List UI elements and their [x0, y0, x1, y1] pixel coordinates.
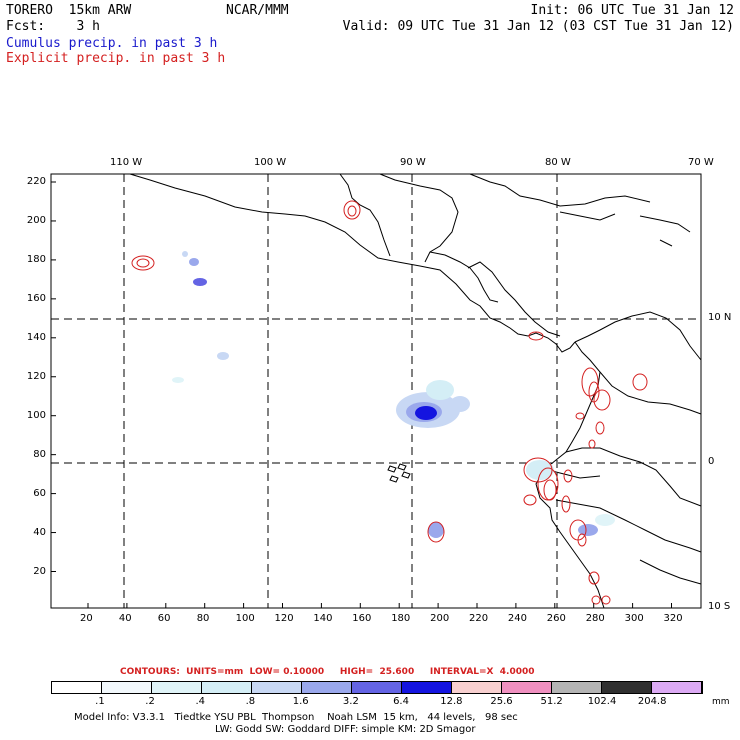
forecast-hour: Fcst: 3 h [6, 19, 100, 34]
colorbar-cell [452, 682, 502, 693]
colorbar-label: 12.8 [440, 696, 463, 707]
init-time: Init: 06 UTC Tue 31 Jan 12 [530, 3, 735, 18]
y-tick-label: 120 [26, 370, 46, 382]
colorbar-label: 1.6 [292, 696, 309, 707]
lon-label-90w: 90 W [400, 157, 426, 168]
x-tick-label: 200 [430, 613, 450, 624]
map-frame [50, 173, 702, 609]
colorbar-cell [552, 682, 602, 693]
colorbar-label: 51.2 [540, 696, 563, 707]
y-tick-label: 220 [26, 176, 46, 187]
lat-label-10n: 10 N [708, 312, 732, 323]
colorbar-cell [302, 682, 352, 693]
cumulus-legend: Cumulus precip. in past 3 h [6, 36, 218, 51]
colorbar-cell [202, 682, 252, 693]
colorbar-cell [102, 682, 152, 693]
center-name: NCAR/MMM [226, 3, 289, 18]
colorbar-label: 3.2 [342, 696, 359, 707]
colorbar-label: 102.4 [587, 696, 617, 707]
model-info-line1: Model Info: V3.3.1 Tiedtke YSU PBL Thomp… [74, 712, 518, 723]
valid-time: Valid: 09 UTC Tue 31 Jan 12 (03 CST Tue … [342, 19, 734, 34]
colorbar-cell [602, 682, 652, 693]
x-tick-label: 240 [507, 613, 527, 624]
colorbar-cell [502, 682, 552, 693]
lat-label-10s: 10 S [708, 601, 731, 612]
x-tick-label: 100 [235, 613, 255, 624]
explicit-legend: Explicit precip. in past 3 h [6, 51, 226, 66]
x-tick-label: 260 [546, 613, 566, 624]
x-tick-label: 60 [157, 613, 171, 624]
x-tick-label: 320 [663, 613, 683, 624]
colorbar-cell [52, 682, 102, 693]
model-info-line2: LW: Godd SW: Goddard DIFF: simple KM: 2D… [215, 724, 476, 735]
colorbar-cell [402, 682, 452, 693]
x-tick-label: 40 [118, 613, 132, 624]
colorbar-label: 6.4 [393, 696, 409, 707]
x-tick-label: 220 [469, 613, 489, 624]
colorbar-label: .8 [245, 696, 256, 707]
colorbar [51, 681, 703, 694]
colorbar-label: .2 [145, 696, 155, 707]
contours-info: CONTOURS: UNITS=mm LOW= 0.10000 HIGH= 25… [120, 667, 535, 677]
colorbar-label: .1 [95, 696, 105, 707]
y-tick-label: 100 [26, 409, 46, 421]
colorbar-cells [51, 681, 703, 694]
x-tick-marks [87, 603, 672, 608]
y-tick-marks [51, 181, 56, 572]
x-tick-label: 280 [585, 613, 605, 624]
colorbar-cell [352, 682, 402, 693]
cumulus-precip [172, 251, 615, 538]
x-tick-label: 160 [352, 613, 372, 624]
x-tick-label: 80 [196, 613, 210, 624]
colorbar-cell [252, 682, 302, 693]
model-name: TORERO 15km ARW [6, 3, 132, 18]
y-tick-label: 20 [33, 565, 46, 577]
lon-label-70w: 70 W [688, 157, 714, 168]
y-tick-label: 180 [26, 253, 46, 265]
lon-label-110w: 110 W [110, 157, 143, 168]
x-tick-label: 120 [274, 613, 294, 624]
x-tick-label: 140 [313, 613, 333, 624]
y-tick-label: 60 [33, 487, 46, 499]
x-tick-label: 180 [391, 613, 411, 624]
x-tick-label: 20 [80, 613, 93, 624]
y-tick-label: 140 [26, 331, 46, 343]
colorbar-cell [652, 682, 702, 693]
colorbar-label: .4 [195, 696, 205, 707]
y-tick-label: 80 [33, 448, 46, 460]
lon-label-80w: 80 W [545, 157, 571, 168]
y-tick-label: 40 [33, 526, 46, 538]
explicit-precip [131, 200, 648, 605]
colorbar-cell [152, 682, 202, 693]
lon-label-100w: 100 W [254, 157, 287, 168]
graticule [51, 174, 701, 608]
y-tick-label: 200 [26, 214, 46, 226]
x-tick-label: 300 [624, 613, 644, 624]
colorbar-label: 204.8 [637, 696, 667, 707]
lat-label-0: 0 [708, 456, 715, 467]
colorbar-units: mm [712, 697, 730, 707]
y-tick-label: 160 [26, 292, 46, 304]
colorbar-label: 25.6 [490, 696, 513, 707]
